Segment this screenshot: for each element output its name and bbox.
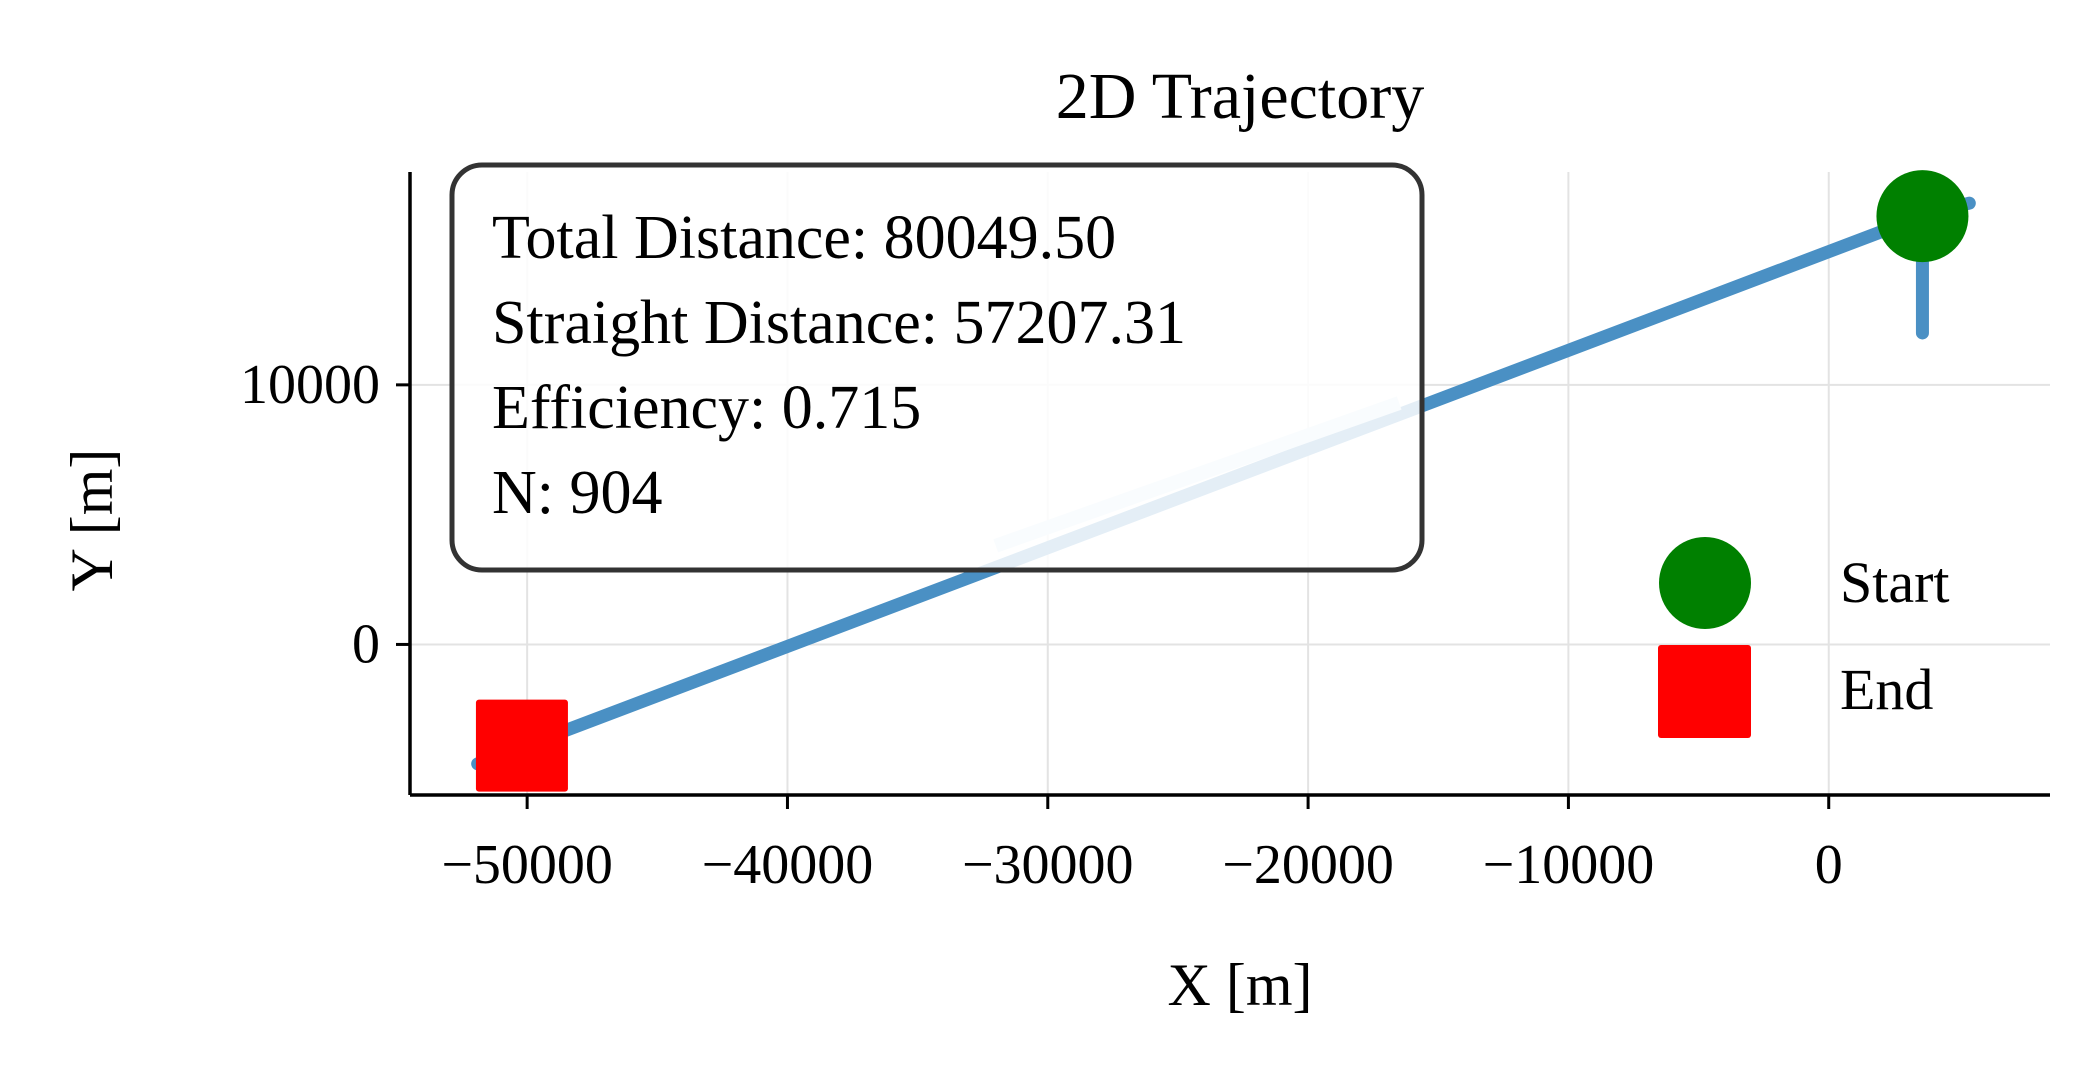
- x-axis-label: X [m]: [1168, 952, 1313, 1018]
- legend-start-marker: [1659, 537, 1751, 629]
- legend: Start End: [1658, 537, 1950, 738]
- annotation-box: [449, 162, 1425, 573]
- end-marker: [475, 699, 568, 792]
- legend-start-label: Start: [1840, 550, 1950, 615]
- x-tick-label: −10000: [1483, 834, 1655, 896]
- x-tick-label: −40000: [702, 834, 874, 896]
- axes-spines: [408, 172, 2050, 797]
- x-tick-label: −50000: [441, 834, 613, 896]
- y-axis-label: Y [m]: [59, 449, 125, 592]
- x-tick-label: −30000: [962, 834, 1134, 896]
- y-tick-label: 0: [352, 613, 380, 675]
- ticks: −50000 −40000 −30000 −20000 −10000 0 0 10000: [240, 354, 1843, 896]
- annotation-straight-distance: Straight Distance: 57207.31: [492, 289, 1186, 357]
- legend-end-marker: [1658, 645, 1751, 738]
- start-marker: [1876, 170, 1969, 263]
- annotation-efficiency: Efficiency: 0.715: [492, 374, 921, 442]
- legend-end-label: End: [1840, 657, 1933, 722]
- annotation-n: N: 904: [492, 459, 663, 527]
- x-tick-label: −20000: [1222, 834, 1394, 896]
- chart-title: 2D Trajectory: [1056, 60, 1424, 133]
- annotation-total-distance: Total Distance: 80049.50: [492, 204, 1116, 272]
- x-tick-label: 0: [1815, 834, 1843, 896]
- stats-annotation: Total Distance: 80049.50 Straight Distan…: [449, 162, 1425, 573]
- y-tick-label: 10000: [240, 354, 380, 416]
- markers: [475, 170, 1969, 792]
